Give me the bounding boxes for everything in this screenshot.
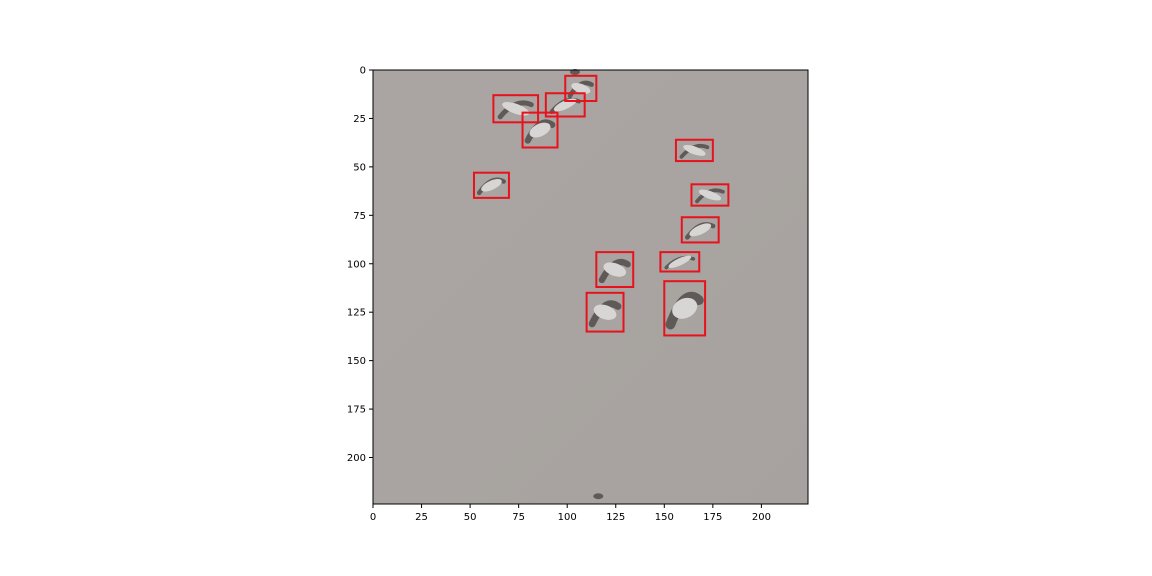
- sky-background: [373, 70, 808, 504]
- x-tick-label: 150: [655, 512, 674, 523]
- detection-box: [674, 138, 714, 163]
- x-tick-label: 175: [703, 512, 722, 523]
- bird: [588, 300, 622, 328]
- bird: [524, 119, 556, 144]
- detection-box: [690, 183, 730, 207]
- bird: [598, 258, 631, 284]
- axes-frame: [372, 69, 809, 505]
- partial-bird: [593, 493, 604, 500]
- bird-silhouettes: [476, 69, 725, 500]
- y-tick-label: 100: [347, 259, 366, 270]
- y-axis: 0 25 50 75 100 125 150 175 200: [347, 66, 373, 464]
- detection-box: [663, 280, 707, 337]
- x-tick-label: 100: [558, 512, 577, 523]
- y-tick-label: 75: [353, 211, 366, 222]
- detection-box: [472, 171, 510, 199]
- x-tick-label: 0: [370, 512, 376, 523]
- x-tick-label: 200: [752, 512, 771, 523]
- bird: [665, 291, 704, 330]
- detection-box: [544, 92, 586, 118]
- detection-box: [492, 94, 540, 124]
- bird: [695, 188, 725, 204]
- detection-boxes: [472, 74, 730, 337]
- x-axis: 0 25 50 75 100 125 150 175 200: [370, 504, 771, 523]
- x-tick-label: 125: [606, 512, 625, 523]
- y-tick-label: 0: [360, 66, 366, 77]
- bird: [664, 255, 696, 270]
- y-tick-label: 50: [353, 162, 366, 173]
- detection-box: [659, 251, 701, 273]
- x-tick-label: 50: [464, 512, 477, 523]
- y-tick-label: 200: [347, 453, 366, 464]
- y-tick-label: 150: [347, 356, 366, 367]
- bird: [685, 222, 716, 240]
- detection-box: [585, 291, 625, 333]
- y-tick-label: 25: [353, 114, 366, 125]
- x-tick-label: 25: [415, 512, 428, 523]
- detection-box: [595, 251, 635, 288]
- bird: [679, 143, 710, 159]
- x-tick-label: 75: [512, 512, 525, 523]
- y-tick-label: 175: [347, 405, 366, 416]
- y-tick-label: 125: [347, 308, 366, 319]
- detection-box: [680, 216, 720, 244]
- photo: [373, 69, 808, 504]
- bird: [476, 177, 506, 196]
- detection-box: [521, 111, 559, 149]
- detection-box: [564, 74, 598, 102]
